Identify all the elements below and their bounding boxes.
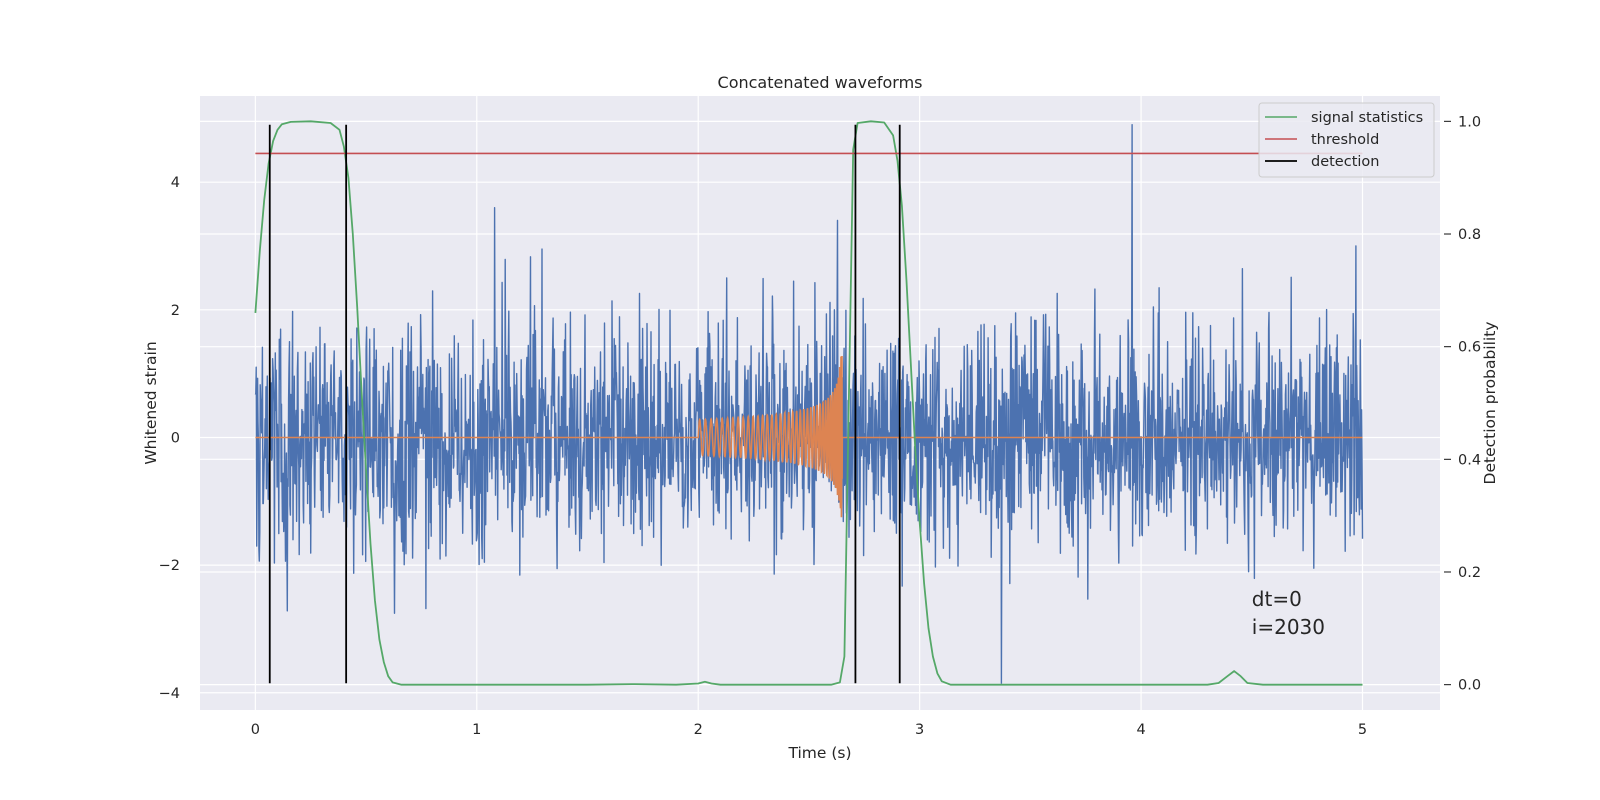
y-tick-label: −4: [159, 686, 180, 702]
x-tick-label: 2: [694, 722, 703, 738]
x-tick-label: 1: [472, 722, 481, 738]
y-tick-label: 4: [171, 175, 180, 191]
y-right-tick-label: 0.0: [1458, 678, 1481, 694]
y-right-tick-label: 0.8: [1458, 227, 1481, 243]
y-right-tick-label: 0.4: [1458, 452, 1481, 468]
annotation-index: i=2030: [1252, 615, 1325, 639]
x-tick-label: 5: [1358, 722, 1367, 738]
series-line-chirp: [255, 355, 1363, 518]
y-tick-label: 0: [171, 430, 180, 446]
legend-label-threshold: threshold: [1311, 132, 1379, 148]
y-tick-label: −2: [159, 558, 180, 574]
legend-label-detection: detection: [1311, 154, 1379, 170]
axis-ticks: 0 1 2 3 4 5 −4 −2 0 2 4 0.0 0.2 0.4 0.6 0.8 1.0: [159, 114, 1481, 738]
annotation-text: dt=0 i=2030: [1252, 587, 1325, 639]
series-line-signal-statistics: [254, 120, 1363, 686]
y-axis-label: Whitened strain: [142, 341, 160, 464]
x-axis-label: Time (s): [787, 744, 851, 762]
legend: signal statistics threshold detection: [1258, 102, 1435, 178]
y-right-tick-label: 0.6: [1458, 340, 1481, 356]
plot-area: [254, 120, 1364, 686]
y-right-tick-label: 1.0: [1458, 114, 1481, 130]
y-tick-label: 2: [171, 303, 180, 319]
legend-box: [1258, 102, 1435, 178]
y-right-tick-label: 0.2: [1458, 565, 1481, 581]
x-tick-label: 0: [251, 722, 260, 738]
annotation-dt: dt=0: [1252, 587, 1302, 611]
x-tick-label: 4: [1136, 722, 1145, 738]
chart-title: Concatenated waveforms: [718, 73, 923, 92]
y-axis-right-label: Detection probability: [1481, 322, 1499, 485]
x-tick-label: 3: [915, 722, 924, 738]
legend-label-signal-statistics: signal statistics: [1311, 110, 1423, 126]
